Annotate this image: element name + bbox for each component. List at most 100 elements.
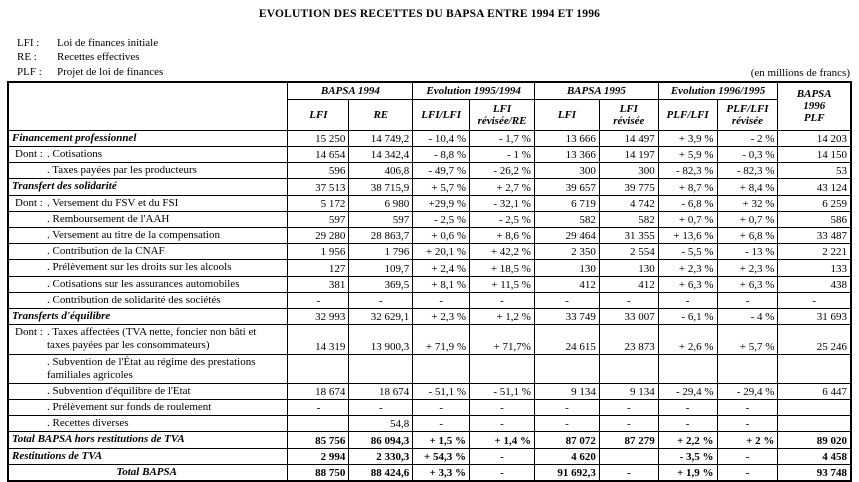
value-cell: - 51,1 % <box>412 382 471 401</box>
row-label-text: . Contribution de la CNAF <box>47 245 165 258</box>
row-label-header <box>7 81 289 131</box>
table-row: Dont : . Taxes affectées (TVA nette, fonc… <box>7 324 852 355</box>
value-cell: 9 134 <box>598 382 659 401</box>
value-cell: - <box>657 291 718 309</box>
table-row: . Remboursement de l'AAH 597 597- 2,5 % - 2… <box>7 210 852 229</box>
value-cell: 300 <box>533 162 600 180</box>
table-row: . Contribution de la CNAF 1 956 1 796 + 20,… <box>7 243 852 261</box>
value-cell: 85 756 <box>287 431 350 449</box>
legend-label: Loi de finances initiale <box>57 37 159 49</box>
row-label: Transfert des solidarité <box>7 178 289 196</box>
value-cell <box>716 353 779 384</box>
row-label-text: Total BAPSA <box>116 465 177 478</box>
value-cell: - 26,2 % <box>469 162 535 180</box>
value-cell <box>469 353 535 384</box>
value-cell: + 8,7 % <box>657 178 718 196</box>
value-cell: 597 <box>287 210 350 229</box>
value-cell: - <box>533 291 600 309</box>
value-cell: 14 203 <box>777 129 852 148</box>
value-cell: + 11,5 % <box>469 275 535 293</box>
row-label: Financement professionnel <box>7 129 289 148</box>
value-cell: - <box>348 399 414 417</box>
table-row: Total BAPSA 88 750 88 424,6 + 3,3 % -91 692,… <box>7 463 852 482</box>
value-cell: - <box>657 415 718 433</box>
value-cell: + 2,2 % <box>657 431 718 449</box>
row-label-text: . Subvention de l'État au régime des pre… <box>47 355 256 381</box>
row-label: Total BAPSA <box>7 463 289 482</box>
table-row: Restitutions de TVA 2 994 2 330,3 + 54,3 % -… <box>7 447 852 465</box>
unit-note: (en millions de francs) <box>750 66 850 79</box>
value-cell: 23 873 <box>598 324 659 355</box>
value-cell: 406,8 <box>348 162 414 180</box>
table-row: . Taxes payées par les producteurs 596 406… <box>7 162 852 180</box>
legend-label: Projet de loi de finances <box>57 65 164 78</box>
value-cell: 381 <box>287 275 350 293</box>
value-cell: + 3,9 % <box>657 129 718 148</box>
value-cell: - <box>598 399 659 417</box>
value-cell: 86 094,3 <box>348 431 414 449</box>
value-cell: + 20,1 % <box>412 243 471 261</box>
value-cell: + 18,5 % <box>469 259 535 277</box>
value-cell: 87 072 <box>533 431 600 449</box>
value-cell: 88 750 <box>287 463 350 482</box>
value-cell: 18 674 <box>348 382 414 401</box>
document-title: EVOLUTION DES RECETTES DU BAPSA ENTRE 19… <box>258 8 601 20</box>
value-cell: +29,9 % <box>412 194 471 212</box>
value-cell: + 71,7% <box>469 324 535 355</box>
value-cell: 2 221 <box>777 243 852 261</box>
value-cell: 127 <box>287 259 350 277</box>
value-cell: 43 124 <box>777 178 852 196</box>
value-cell <box>777 353 852 384</box>
group-bapsa-1995: BAPSA 1995 <box>533 81 659 100</box>
legend-item: PLF : Projet de loi de finances <box>17 65 163 79</box>
table-group-header-row: BAPSA 1994 Evolution 1995/1994 BAPSA 199… <box>7 81 852 131</box>
group-bapsa-1996-plf: BAPSA 1996 PLF <box>777 81 852 131</box>
value-cell: + 0,7 % <box>657 210 718 229</box>
value-cell: 4 458 <box>777 447 852 465</box>
value-cell: - <box>469 463 535 482</box>
value-cell: 15 250 <box>287 129 350 148</box>
value-cell: 2 330,3 <box>348 447 414 465</box>
value-cell: 14 319 <box>287 324 350 355</box>
value-cell <box>598 447 659 465</box>
value-cell: - 6,8 % <box>657 194 718 212</box>
row-label-text: . Prélèvement sur les droits sur les alc… <box>47 261 232 274</box>
value-cell: 2 994 <box>287 447 350 465</box>
row-label-text: . Subvention d'équilibre de l'Etat <box>47 384 191 397</box>
table-row: . Recettes diverses 54,8- - - - - - <box>7 415 852 433</box>
table-row: Dont :. Versement du FSV et du FSI 5 172 6… <box>7 194 852 212</box>
row-label: Total BAPSA hors restitutions de TVA <box>7 431 289 449</box>
value-cell: 38 715,9 <box>348 178 414 196</box>
value-cell: - <box>469 447 535 465</box>
row-label-text: . Taxes affectées (TVA nette, foncier no… <box>47 326 257 352</box>
subheader-lfi-lfi: LFI/LFI <box>412 98 471 131</box>
table-row: . Contribution de solidarité des société… <box>7 291 852 309</box>
value-cell: 39 657 <box>533 178 600 196</box>
group-bapsa-1994: BAPSA 1994 <box>287 81 414 100</box>
value-cell: 5 172 <box>287 194 350 212</box>
value-cell: - <box>469 399 535 417</box>
value-cell: - 2,5 % <box>412 210 471 229</box>
value-cell <box>348 353 414 384</box>
value-cell: + 0,6 % <box>412 227 471 245</box>
row-prefix: Dont : <box>15 196 43 209</box>
value-cell: + 0,7 % <box>716 210 779 229</box>
table-row: Transferts d'équilibre 32 993 32 629,1 + 2,… <box>7 307 852 326</box>
legend-item: LFI : Loi de finances initiale <box>17 36 163 50</box>
value-cell: - 82,3 % <box>716 162 779 180</box>
value-cell: - <box>716 415 779 433</box>
table-row: Total BAPSA hors restitutions de TVA 85 7… <box>7 431 852 449</box>
value-cell: 130 <box>533 259 600 277</box>
value-cell: - <box>598 291 659 309</box>
value-cell: + 54,3 % <box>412 447 471 465</box>
row-label: . Prélèvement sur fonds de roulement <box>7 399 289 417</box>
value-cell: - <box>533 415 600 433</box>
value-cell: - <box>348 291 414 309</box>
row-label: . Recettes diverses <box>7 415 289 433</box>
row-label-text: . Prélèvement sur fonds de roulement <box>47 401 212 414</box>
row-label: . Subvention d'équilibre de l'Etat <box>7 382 289 401</box>
value-cell: 109,7 <box>348 259 414 277</box>
legend-item: RE : Recettes effectives <box>17 50 163 64</box>
value-cell: 9 134 <box>533 382 600 401</box>
